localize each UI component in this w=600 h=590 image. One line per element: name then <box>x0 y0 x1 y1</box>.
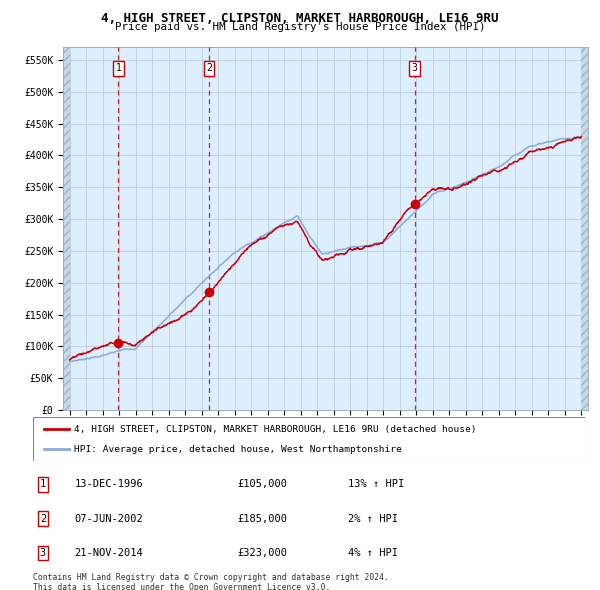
Text: 2: 2 <box>40 514 46 523</box>
Text: Contains HM Land Registry data © Crown copyright and database right 2024.
This d: Contains HM Land Registry data © Crown c… <box>33 573 389 590</box>
Text: 3: 3 <box>412 63 418 73</box>
Text: 1: 1 <box>115 63 121 73</box>
Text: 13% ↑ HPI: 13% ↑ HPI <box>347 480 404 489</box>
Text: 2: 2 <box>206 63 212 73</box>
FancyBboxPatch shape <box>33 417 585 461</box>
Text: 4% ↑ HPI: 4% ↑ HPI <box>347 548 398 558</box>
Text: 4, HIGH STREET, CLIPSTON, MARKET HARBOROUGH, LE16 9RU (detached house): 4, HIGH STREET, CLIPSTON, MARKET HARBORO… <box>74 425 477 434</box>
Text: 07-JUN-2002: 07-JUN-2002 <box>74 514 143 523</box>
Bar <box>581 47 588 410</box>
Text: HPI: Average price, detached house, West Northamptonshire: HPI: Average price, detached house, West… <box>74 445 402 454</box>
Text: 3: 3 <box>40 548 46 558</box>
Bar <box>63 47 70 410</box>
Text: 13-DEC-1996: 13-DEC-1996 <box>74 480 143 489</box>
Text: Price paid vs. HM Land Registry's House Price Index (HPI): Price paid vs. HM Land Registry's House … <box>115 22 485 32</box>
Text: 4, HIGH STREET, CLIPSTON, MARKET HARBOROUGH, LE16 9RU: 4, HIGH STREET, CLIPSTON, MARKET HARBORO… <box>101 12 499 25</box>
Text: £323,000: £323,000 <box>237 548 287 558</box>
Text: 1: 1 <box>40 480 46 489</box>
Text: 21-NOV-2014: 21-NOV-2014 <box>74 548 143 558</box>
Text: 2% ↑ HPI: 2% ↑ HPI <box>347 514 398 523</box>
Text: £185,000: £185,000 <box>237 514 287 523</box>
Text: £105,000: £105,000 <box>237 480 287 489</box>
